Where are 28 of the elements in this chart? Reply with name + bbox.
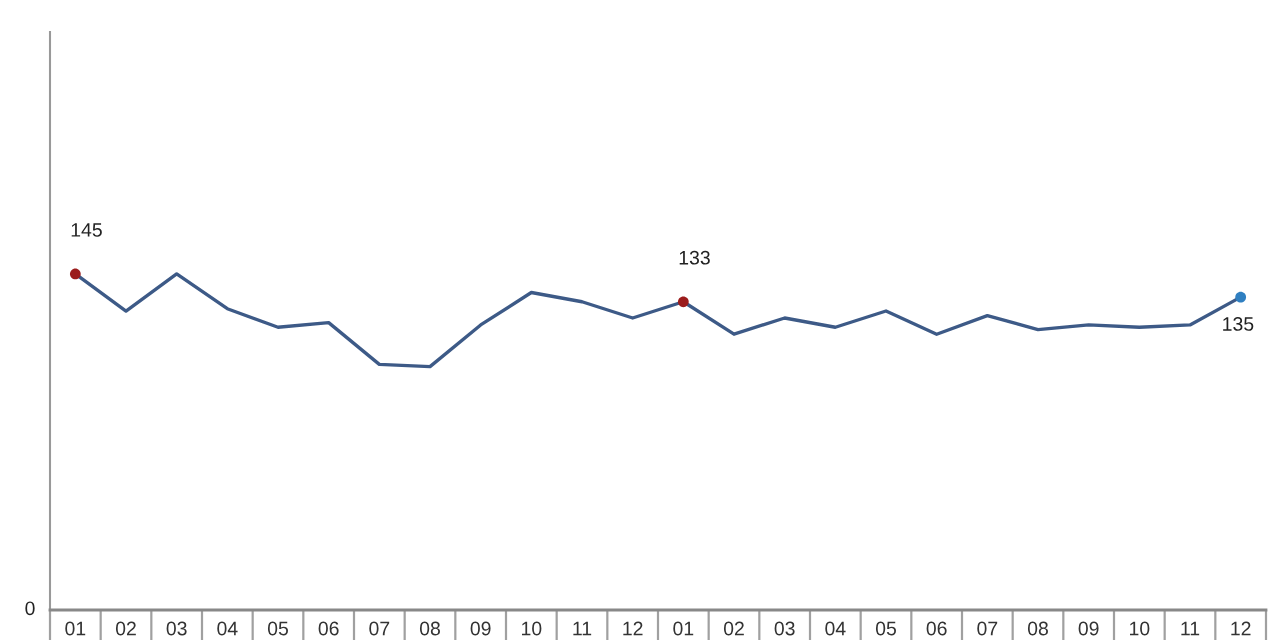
x-tick-label: 01 [673,621,694,636]
x-tick-label: 03 [166,621,187,636]
x-tick-label: 11 [1181,621,1200,636]
x-tick-label: 04 [825,621,846,636]
x-tick-label: 12 [1231,621,1251,636]
x-tick-label: 10 [522,621,542,636]
data-label: 135 [1223,317,1254,331]
data-label: 133 [679,250,710,265]
x-tick-label: 10 [1130,621,1150,636]
data-label: 145 [71,223,102,237]
text: 0 [25,601,35,616]
x-tick-label: 03 [774,621,795,636]
x-tick-label: 06 [318,621,339,636]
x-tick-label: 08 [419,621,440,636]
x-tick-label: 09 [470,621,491,636]
x-tick-label: 05 [267,621,288,636]
x-tick-label: 02 [723,621,744,636]
x-tick-label: 02 [115,621,136,636]
x-tick-label: 05 [875,621,896,636]
x-tick-label: 07 [369,621,390,636]
x-tick-label: 08 [1027,621,1048,636]
x-tick-label: 11 [573,621,592,636]
x-tick-label: 01 [65,621,86,636]
x-tick-label: 12 [623,621,643,636]
x-tick-label: 06 [926,621,947,636]
x-tick-label: 07 [977,621,998,636]
x-tick-label: 09 [1078,621,1099,636]
x-tick-label: 04 [217,621,238,636]
